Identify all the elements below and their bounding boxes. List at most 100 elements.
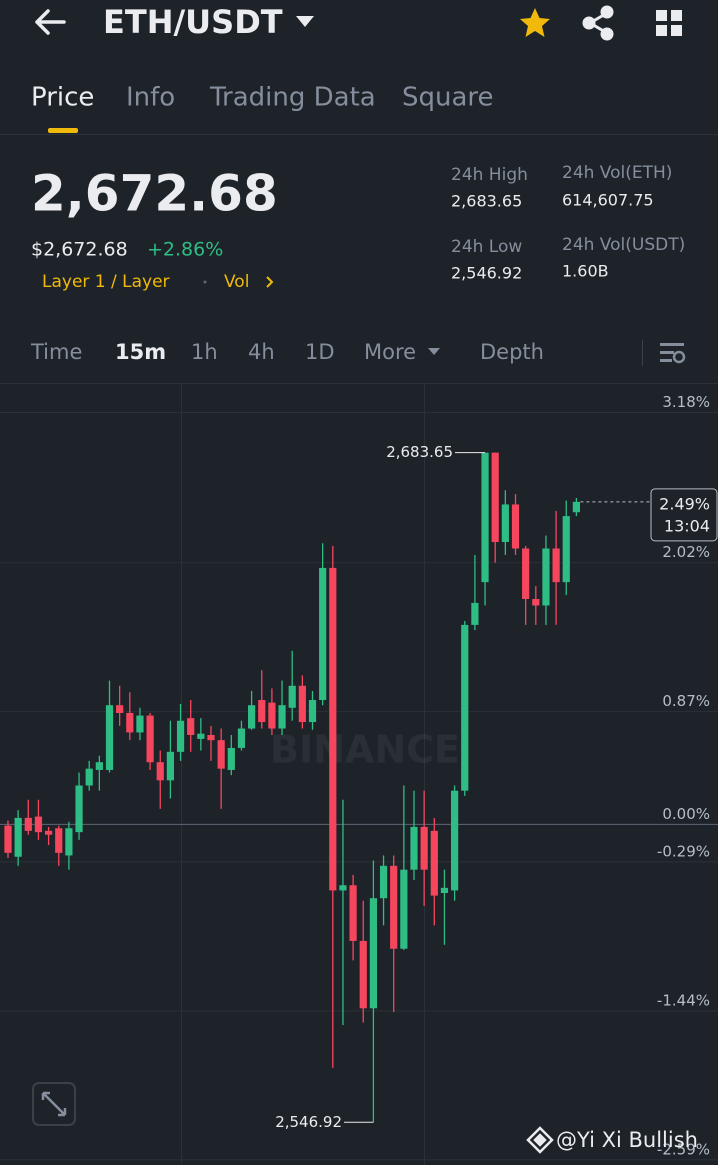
candle-body <box>410 826 418 870</box>
candle-body <box>227 747 235 770</box>
stat-value: 2,683.65 <box>451 192 522 211</box>
back-button[interactable] <box>35 9 66 35</box>
pair-dropdown[interactable] <box>296 16 314 27</box>
countdown: 13:04 <box>664 516 710 535</box>
y-tick-label: 3.18% <box>662 393 710 411</box>
candle-body <box>126 712 134 733</box>
chevron <box>266 276 274 288</box>
divider <box>0 383 718 384</box>
candle-body <box>461 624 469 791</box>
interval[interactable]: 4h <box>248 340 275 364</box>
binance-logo <box>526 1126 554 1154</box>
separator <box>203 280 207 284</box>
candle-body <box>572 501 580 513</box>
candle-body <box>511 504 520 549</box>
candle-body <box>24 817 32 831</box>
interval[interactable]: 15m <box>115 340 166 364</box>
candle-body <box>359 940 367 1009</box>
candle-body <box>34 816 43 833</box>
candle-body <box>75 785 83 833</box>
layout-button[interactable] <box>656 10 682 36</box>
low-label: 2,546.92 <box>275 1113 342 1131</box>
candle-body <box>4 825 12 853</box>
stat-label: 24h Vol(USDT) <box>562 235 685 255</box>
candle-body <box>451 790 459 891</box>
y-tick-label: 0.87% <box>662 692 710 710</box>
candle-body <box>187 718 195 735</box>
candle-body <box>65 828 73 856</box>
pair-title[interactable]: ETH/USDT <box>103 3 283 41</box>
share-button[interactable] <box>582 5 614 41</box>
candle-body <box>116 705 124 713</box>
candle-body <box>542 548 550 606</box>
candle-body <box>55 828 63 853</box>
candle-body <box>248 705 256 729</box>
candle-body <box>501 504 509 543</box>
interval[interactable]: 1h <box>191 340 218 364</box>
tag[interactable]: Layer 1 / Layer <box>42 272 170 292</box>
candle-body <box>481 452 489 583</box>
candle-body <box>420 826 428 870</box>
fullscreen-button[interactable] <box>32 1082 76 1126</box>
stat-value: 614,607.75 <box>562 191 654 210</box>
candle-body <box>105 705 114 770</box>
candle-body <box>522 548 530 600</box>
candle-body <box>278 705 286 729</box>
fiat-price: $2,672.68 <box>31 239 128 261</box>
interval[interactable]: More <box>364 340 416 364</box>
candle-body <box>562 516 570 583</box>
tab[interactable]: Info <box>126 83 175 113</box>
y-tick-label: -0.29% <box>657 842 710 860</box>
interval[interactable]: Time <box>30 340 82 364</box>
tab[interactable]: Square <box>402 83 494 113</box>
candle-body <box>298 685 306 723</box>
candle-body <box>176 720 185 752</box>
y-tick-label: -1.44% <box>657 991 710 1009</box>
candle-body <box>288 685 296 708</box>
candle-body <box>552 548 560 583</box>
candle-body <box>379 865 388 899</box>
candle-body <box>156 762 164 781</box>
last-price: 2,672.68 <box>31 165 278 223</box>
candle-body <box>329 567 337 891</box>
candle-body <box>166 751 174 781</box>
candle-body <box>430 830 438 896</box>
candle-body <box>349 885 357 941</box>
candle-body <box>45 830 53 835</box>
stat-label: 24h Vol(ETH) <box>562 163 672 183</box>
watermark: BINANCE <box>270 728 460 772</box>
interval[interactable]: 1D <box>305 340 335 364</box>
y-tick-label: -2.59% <box>657 1140 710 1158</box>
credit: @Yi Xi Bullish <box>556 1128 698 1152</box>
candle-body <box>390 865 398 949</box>
favorite-star[interactable] <box>520 8 550 37</box>
interval[interactable]: Depth <box>480 340 544 364</box>
candle-body <box>14 817 22 857</box>
stat-value: 1.60B <box>562 262 609 281</box>
candle-body <box>85 768 93 786</box>
tag[interactable]: Vol <box>224 272 249 292</box>
candle-body <box>491 452 499 543</box>
candle-body <box>217 740 225 769</box>
tab[interactable]: Trading Data <box>209 83 376 113</box>
v-grid-line <box>181 384 182 1165</box>
y-tick-label: 2.02% <box>662 543 710 561</box>
tab-indicator <box>48 128 78 133</box>
divider <box>642 340 643 366</box>
candle-body <box>339 885 347 891</box>
candle-body <box>369 898 377 1009</box>
fullscreen-icon <box>41 1091 67 1117</box>
v-grid-line <box>424 384 425 1165</box>
stat-label: 24h Low <box>451 237 522 257</box>
candle-body <box>207 734 215 741</box>
stat-label: 24h High <box>451 165 528 185</box>
tab[interactable]: Price <box>31 83 94 113</box>
chart-settings[interactable] <box>660 343 686 364</box>
candle-body <box>95 762 103 770</box>
divider <box>0 134 718 135</box>
high-label: 2,683.65 <box>386 443 453 461</box>
candle-body <box>268 702 276 729</box>
y-tick-label: 0.00% <box>662 805 710 823</box>
